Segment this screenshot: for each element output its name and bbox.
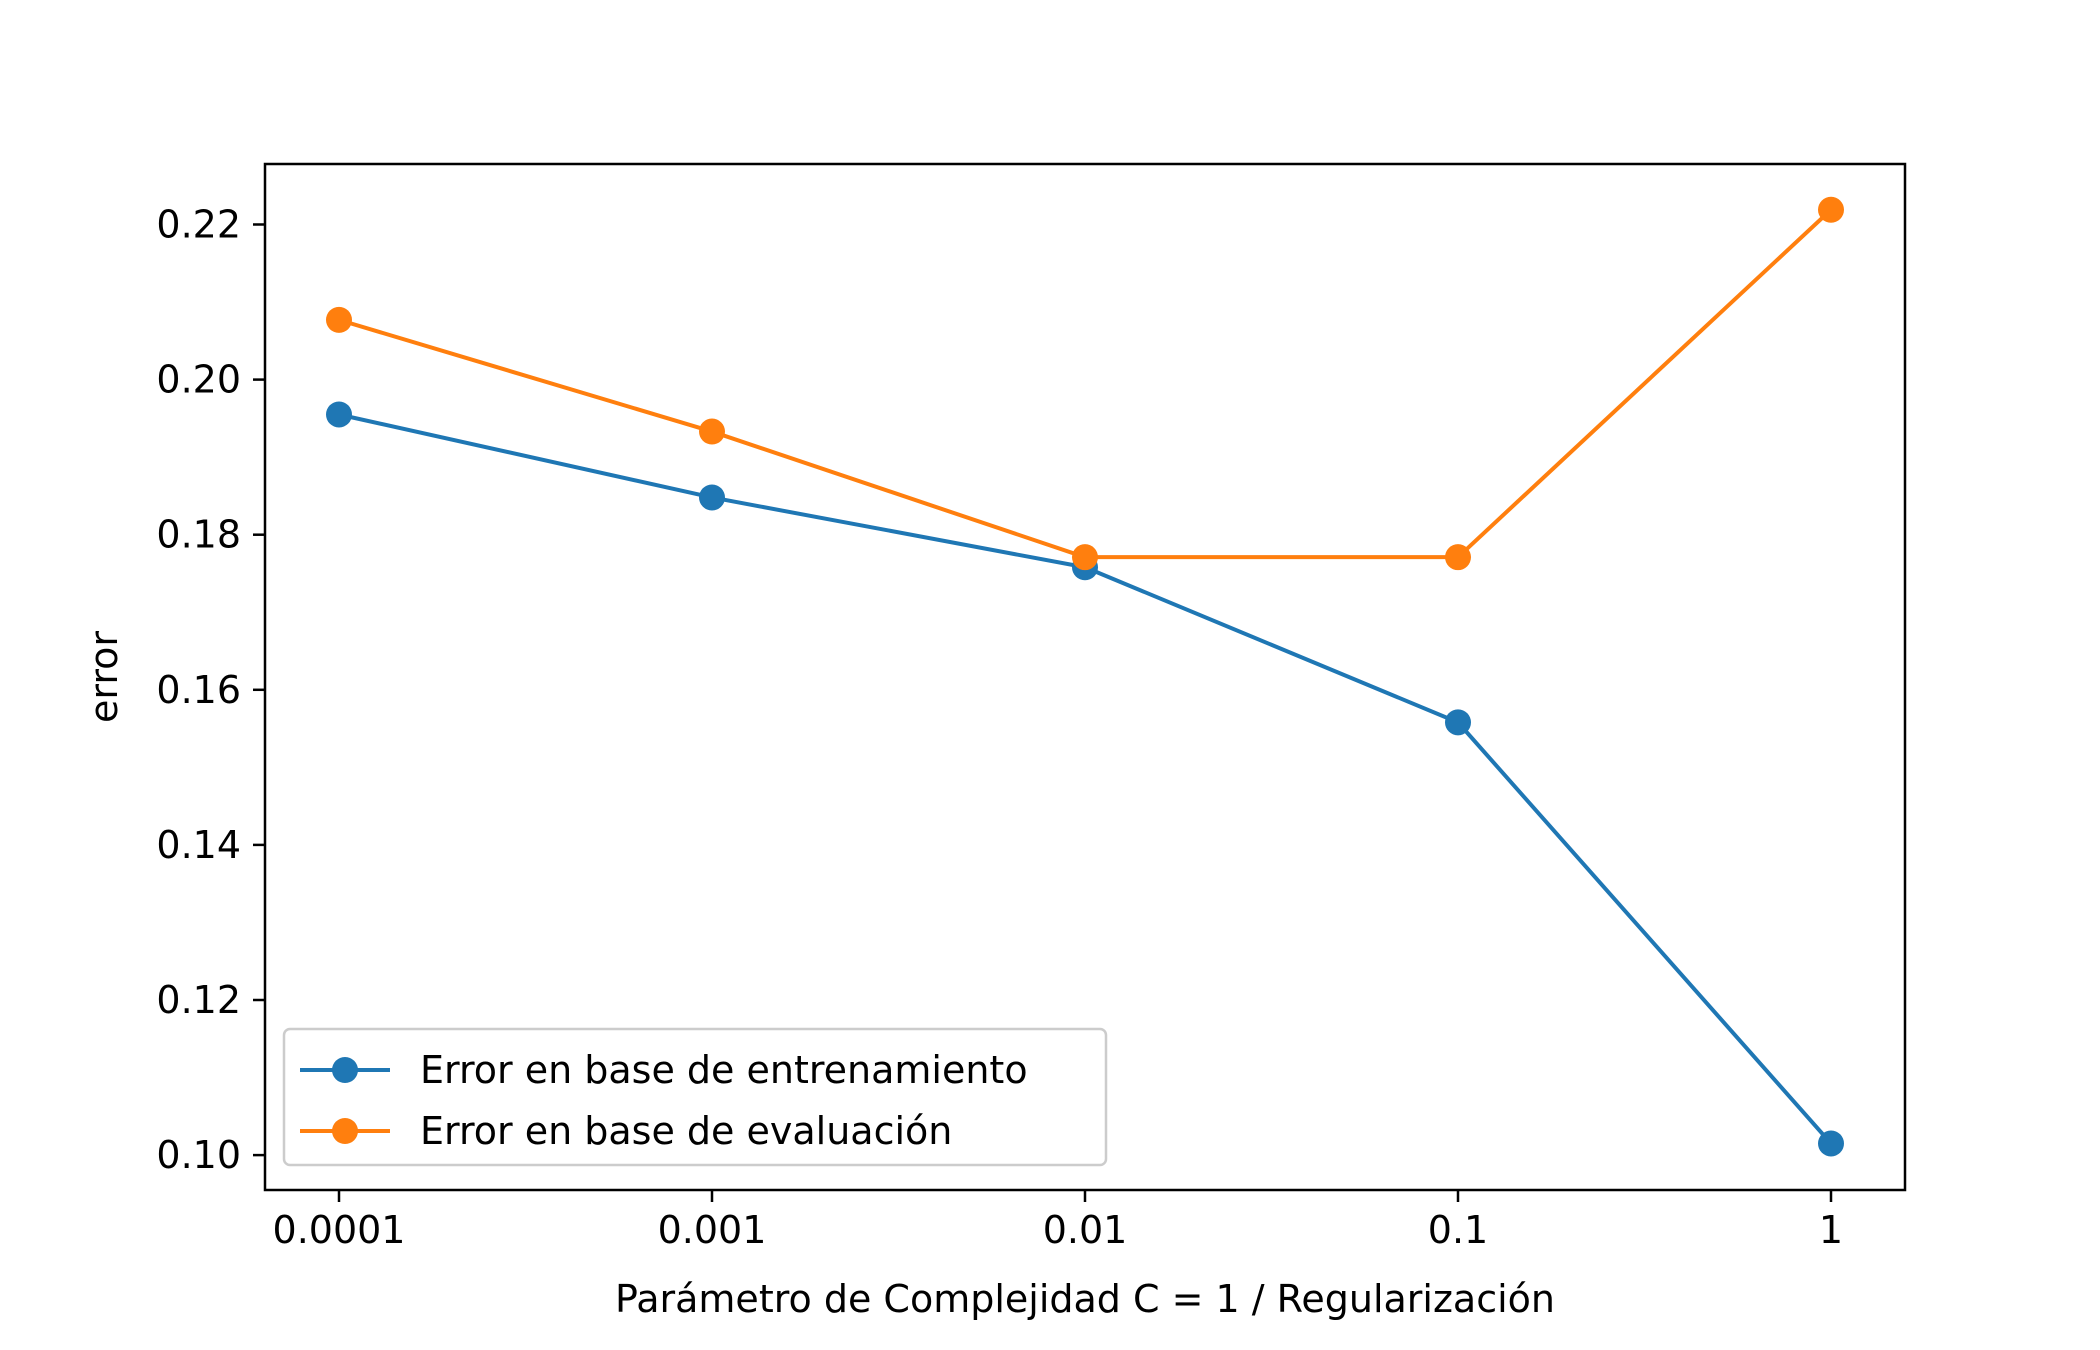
series-2-point <box>1072 544 1098 571</box>
series-layer <box>326 196 1844 1157</box>
x-tick-label: 0.001 <box>658 1208 767 1252</box>
y-axis-label: error <box>82 631 126 723</box>
series-2-point <box>1445 544 1471 571</box>
legend-label-2: Error en base de evaluación <box>420 1109 952 1153</box>
y-axis: 0.10 0.12 0.14 0.16 0.18 0.20 0.22 <box>156 202 265 1177</box>
x-tick-label: 0.1 <box>1428 1208 1488 1252</box>
series-2-point <box>1818 196 1844 223</box>
y-tick-label: 0.10 <box>156 1133 241 1177</box>
legend-marker-2 <box>332 1118 358 1144</box>
y-tick-label: 0.22 <box>156 202 241 246</box>
series-1-point <box>1445 709 1471 736</box>
y-tick-label: 0.12 <box>156 978 241 1022</box>
x-axis-label: Parámetro de Complejidad C = 1 / Regular… <box>615 1277 1555 1321</box>
y-tick-label: 0.16 <box>156 668 241 712</box>
legend-label-1: Error en base de entrenamiento <box>420 1048 1028 1092</box>
x-axis: 0.0001 0.001 0.01 0.1 1 <box>273 1190 1843 1252</box>
series-1-point <box>326 401 352 428</box>
y-tick-label: 0.14 <box>156 823 241 867</box>
y-tick-label: 0.20 <box>156 358 241 402</box>
series-1-point <box>1818 1130 1844 1157</box>
legend-marker-1 <box>332 1057 358 1083</box>
series-2-point <box>326 306 352 333</box>
series-2-point <box>699 418 725 445</box>
legend: Error en base de entrenamiento Error en b… <box>282 1027 1108 1167</box>
x-tick-label: 0.01 <box>1043 1208 1128 1252</box>
x-tick-label: 0.0001 <box>273 1208 406 1252</box>
x-tick-label: 1 <box>1819 1208 1843 1252</box>
legend-box <box>282 1027 1108 1167</box>
series-1-point <box>699 484 725 511</box>
y-tick-label: 0.18 <box>156 513 241 557</box>
